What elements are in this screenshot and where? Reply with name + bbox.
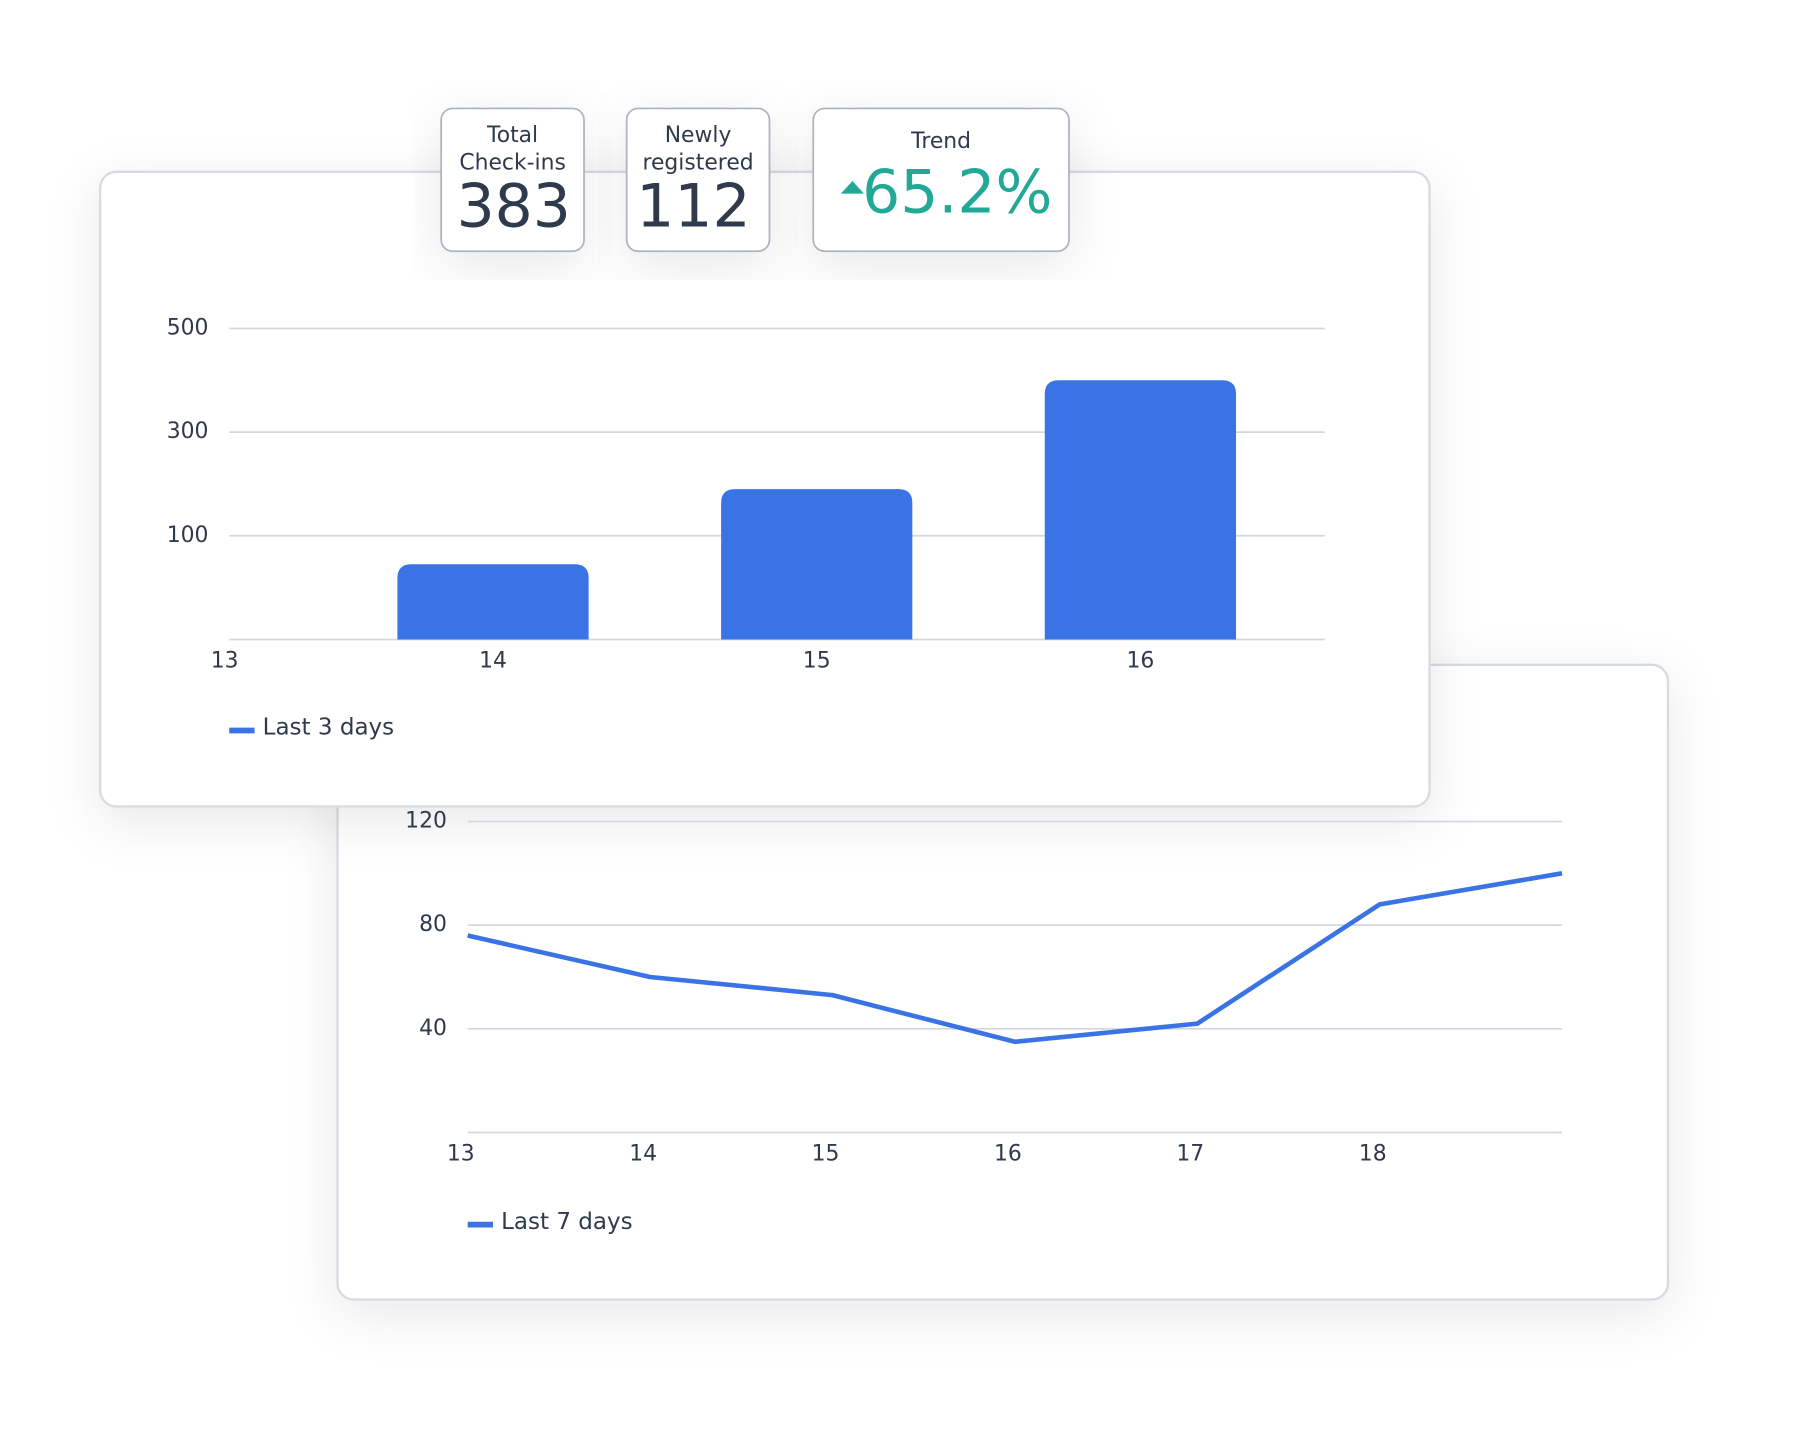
bar (397, 564, 589, 640)
y-tick-label: 100 (167, 523, 209, 548)
x-tick-label: 16 (994, 1141, 1022, 1166)
kpi-label: registered (642, 151, 753, 176)
x-tick-label: 14 (479, 648, 507, 673)
kpi-label: Newly (665, 123, 732, 148)
y-tick-label: 500 (167, 315, 209, 340)
x-tick-label: 13 (211, 648, 239, 673)
bar (1044, 380, 1237, 640)
bar (721, 489, 913, 640)
kpi-card (440, 107, 585, 253)
kpi-label: Trend (910, 129, 971, 154)
x-tick-label: 16 (1126, 648, 1154, 673)
kpi-label: Total (486, 123, 538, 148)
x-tick-label: 13 (447, 1141, 475, 1166)
kpi-value: 383 (457, 171, 571, 241)
y-tick-label: 120 (405, 808, 447, 833)
legend-label: Last 3 days (263, 715, 395, 741)
kpi-card (812, 107, 1070, 253)
y-tick-label: 300 (167, 419, 209, 444)
trend-arrow (840, 181, 864, 194)
kpi-value: 112 (636, 171, 750, 241)
kpi-label: Check-ins (459, 151, 566, 176)
charts: 100 300 500 13 14 15 16 Last 3 days 40 80 120 13 14 1… (167, 315, 1563, 1235)
x-tick-label: 17 (1176, 1141, 1204, 1166)
kpi-card (625, 107, 771, 253)
x-tick-label: 14 (629, 1141, 657, 1166)
y-tick-label: 40 (419, 1016, 447, 1041)
x-tick-label: 15 (812, 1141, 840, 1166)
x-tick-label: 18 (1359, 1141, 1387, 1166)
x-tick-label: 15 (803, 648, 831, 673)
line (467, 871, 1563, 1045)
kpi-value: 65.2% (862, 158, 1052, 228)
legend-label: Last 7 days (501, 1209, 633, 1235)
y-tick-label: 80 (419, 912, 447, 937)
